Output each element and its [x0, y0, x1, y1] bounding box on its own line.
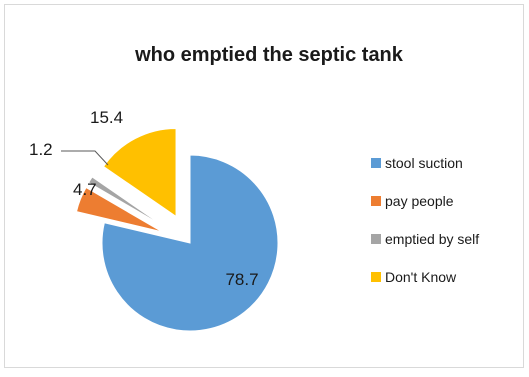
legend-label-pay-people: pay people [385, 193, 454, 209]
data-label-emptied-by-self: 1.2 [29, 140, 53, 159]
pie-slices [75, 127, 279, 332]
legend-label-emptied-by-self: emptied by self [385, 231, 479, 247]
legend: stool suction pay people emptied by self Do… [371, 155, 479, 285]
pie-chart: who emptied the septic tank 78.7 4.7 1.2 15… [29, 44, 479, 332]
legend-swatch-pay-people [371, 196, 381, 206]
chart-title: who emptied the septic tank [134, 44, 404, 66]
legend-swatch-emptied-by-self [371, 234, 381, 244]
pie-slice-don-t-know [102, 127, 177, 218]
legend-label-don-t-know: Don't Know [385, 269, 457, 285]
pie-slice-stool-suction [101, 154, 279, 332]
pie-slice-pay-people [75, 186, 163, 233]
legend-label-stool-suction: stool suction [385, 155, 463, 171]
data-label-pay-people: 4.7 [73, 180, 97, 199]
data-labels: 78.7 4.7 1.2 15.4 [29, 108, 259, 289]
legend-swatch-stool-suction [371, 158, 381, 168]
chart-area: who emptied the septic tank 78.7 4.7 1.2 15… [4, 4, 524, 368]
data-label-stool-suction: 78.7 [225, 270, 258, 289]
legend-swatch-don-t-know [371, 272, 381, 282]
leader-line [61, 150, 109, 166]
pie-slice-emptied-by-self [87, 176, 165, 228]
data-label-don-t-know: 15.4 [90, 108, 123, 127]
